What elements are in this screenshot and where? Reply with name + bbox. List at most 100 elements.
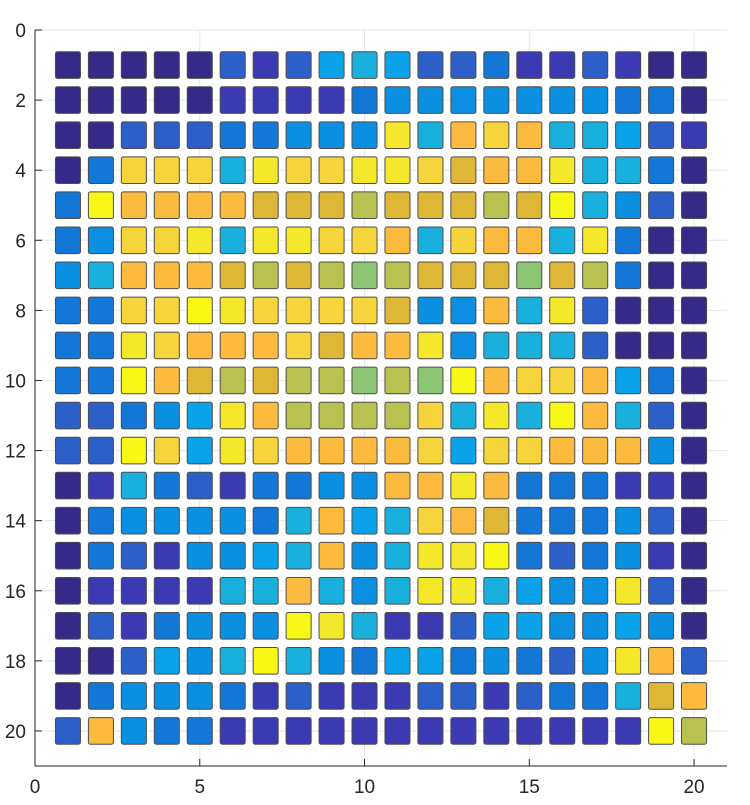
heatmap-cell xyxy=(417,611,444,640)
heatmap-cell xyxy=(186,717,213,745)
heatmap-cell xyxy=(615,506,642,535)
heatmap-cell xyxy=(87,506,114,535)
heatmap-cell xyxy=(681,682,708,710)
heatmap-cell xyxy=(681,611,708,640)
heatmap-cell xyxy=(318,682,345,710)
heatmap-cell xyxy=(120,541,147,570)
heatmap-cell xyxy=(285,296,312,325)
heatmap-cell xyxy=(384,682,411,710)
heatmap-cell xyxy=(285,51,312,79)
heatmap-cell xyxy=(54,191,81,220)
heatmap-cell xyxy=(219,121,246,149)
heatmap-cell xyxy=(186,86,213,114)
heatmap-cell xyxy=(384,366,411,395)
heatmap-cell xyxy=(219,471,246,500)
heatmap-cell xyxy=(384,86,411,114)
heatmap-cell xyxy=(417,261,444,290)
heatmap-cell xyxy=(648,121,675,149)
heatmap-cell xyxy=(516,401,543,430)
heatmap-cell xyxy=(450,366,477,395)
heatmap-cell xyxy=(318,191,345,220)
heatmap-cell xyxy=(483,436,510,465)
heatmap-cell xyxy=(351,296,378,325)
heatmap-cell xyxy=(417,366,444,395)
x-tick-label: 5 xyxy=(194,777,205,798)
heatmap-cell xyxy=(549,647,576,675)
heatmap-cell xyxy=(120,296,147,325)
heatmap-cell xyxy=(516,506,543,535)
heatmap-cell xyxy=(120,436,147,465)
heatmap-cell xyxy=(483,717,510,745)
heatmap-cell xyxy=(351,86,378,114)
heatmap-cell xyxy=(549,226,576,255)
heatmap-cell xyxy=(549,611,576,640)
heatmap-cell xyxy=(120,471,147,500)
y-tick-label: 6 xyxy=(15,231,26,252)
heatmap-cell xyxy=(87,471,114,500)
heatmap-cell xyxy=(384,611,411,640)
heatmap-cell xyxy=(417,121,444,149)
heatmap-cell xyxy=(285,471,312,500)
heatmap-cell xyxy=(351,471,378,500)
heatmap-cell xyxy=(54,682,81,710)
heatmap-cell xyxy=(450,436,477,465)
heatmap-cell xyxy=(582,121,609,149)
heatmap-cell xyxy=(351,576,378,605)
heatmap-cell xyxy=(285,191,312,220)
heatmap-cell xyxy=(219,366,246,395)
heatmap-cell xyxy=(483,331,510,360)
heatmap-cell xyxy=(153,576,180,605)
heatmap-cell xyxy=(120,86,147,114)
heatmap-cell xyxy=(219,86,246,114)
heatmap-cell xyxy=(450,191,477,220)
heatmap-cell xyxy=(285,331,312,360)
heatmap-cell xyxy=(549,401,576,430)
y-tick-label: 14 xyxy=(5,512,27,533)
heatmap-cell xyxy=(417,506,444,535)
heatmap-cell xyxy=(450,261,477,290)
heatmap-cell xyxy=(417,471,444,500)
heatmap-cell xyxy=(252,506,279,535)
heatmap-cell xyxy=(681,226,708,255)
heatmap-cell xyxy=(483,156,510,185)
heatmap-cell xyxy=(417,51,444,79)
heatmap-cell xyxy=(681,436,708,465)
heatmap-cell xyxy=(681,156,708,185)
heatmap-cells xyxy=(54,51,708,745)
heatmap-cell xyxy=(681,647,708,675)
heatmap-cell xyxy=(582,401,609,430)
heatmap-cell xyxy=(450,331,477,360)
heatmap-cell xyxy=(219,191,246,220)
heatmap-cell xyxy=(384,51,411,79)
heatmap-cell xyxy=(681,717,708,745)
heatmap-cell xyxy=(351,611,378,640)
heatmap-cell xyxy=(318,717,345,745)
heatmap-cell xyxy=(54,471,81,500)
heatmap-cell xyxy=(351,436,378,465)
heatmap-cell xyxy=(186,576,213,605)
heatmap-cell xyxy=(153,121,180,149)
heatmap-cell xyxy=(318,296,345,325)
heatmap-cell xyxy=(549,717,576,745)
heatmap-cell xyxy=(120,191,147,220)
heatmap-cell xyxy=(615,296,642,325)
heatmap-cell xyxy=(648,191,675,220)
heatmap-cell xyxy=(351,51,378,79)
heatmap-cell xyxy=(483,682,510,710)
heatmap-cell xyxy=(120,156,147,185)
heatmap-cell xyxy=(54,366,81,395)
heatmap-cell xyxy=(285,647,312,675)
heatmap-cell xyxy=(186,296,213,325)
heatmap-cell xyxy=(318,576,345,605)
heatmap-cell xyxy=(483,86,510,114)
heatmap-cell xyxy=(318,471,345,500)
heatmap-cell xyxy=(54,296,81,325)
heatmap-cell xyxy=(417,682,444,710)
heatmap-cell xyxy=(120,682,147,710)
heatmap-cell xyxy=(318,366,345,395)
heatmap-cell xyxy=(417,86,444,114)
heatmap-cell xyxy=(318,331,345,360)
heatmap-cell xyxy=(54,121,81,149)
heatmap-cell xyxy=(120,611,147,640)
heatmap-cell xyxy=(252,682,279,710)
